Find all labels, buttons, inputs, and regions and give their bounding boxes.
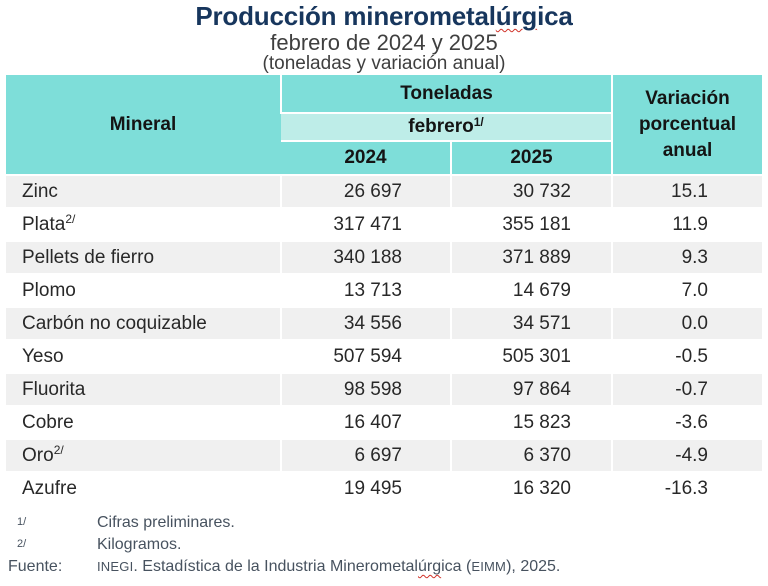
footnote-2: 2/ Kilogramos. bbox=[6, 534, 762, 556]
mineral-cell: Plomo bbox=[6, 274, 281, 308]
units-note: (toneladas y variación anual) bbox=[262, 53, 506, 74]
value-2024-cell: 507 594 bbox=[280, 340, 451, 374]
mineral-cell: Fluorita bbox=[6, 373, 281, 407]
header-row-3: 2024 2025 bbox=[6, 141, 762, 176]
table-row: Cobre 16 407 15 823 -3.6 bbox=[6, 406, 762, 440]
subtitle: febrero de 2024 y 2025 bbox=[270, 30, 498, 55]
table-header: Mineral Toneladas Variación porcentual a… bbox=[6, 75, 762, 176]
value-2024-cell: 6 697 bbox=[280, 439, 451, 473]
value-2025-cell: 371 889 bbox=[450, 241, 612, 275]
value-2025-cell: 30 732 bbox=[450, 175, 612, 209]
table-row: Oro2/6 697 6 370 -4.9 bbox=[6, 439, 762, 473]
table-row: Zinc 26 697 30 732 15.1 bbox=[6, 175, 762, 209]
value-2024-cell: 340 188 bbox=[280, 241, 451, 275]
col-header-mineral: Mineral bbox=[6, 75, 281, 176]
mineral-cell: Carbón no coquizable bbox=[6, 307, 281, 341]
page-title: Producción minerometalúrgica bbox=[6, 3, 762, 30]
mineral-cell: Zinc bbox=[6, 175, 281, 209]
value-2024-cell: 19 495 bbox=[280, 472, 451, 506]
source-text-tail: ), 2025. bbox=[506, 558, 561, 575]
value-2024-cell: 13 713 bbox=[280, 274, 451, 308]
footnote-1: 1/ Cifras preliminares. bbox=[6, 512, 762, 534]
mineral-cell: Cobre bbox=[6, 406, 281, 440]
header-row-2: febrero1/ bbox=[6, 113, 762, 142]
mineral-cell: Plata2/ bbox=[6, 208, 281, 242]
source-text-mid: . Estadística de la Industria Minerometa… bbox=[133, 558, 418, 575]
value-2025-cell: 34 571 bbox=[450, 307, 612, 341]
value-2025-cell: 6 370 bbox=[450, 439, 612, 473]
footnote-marker-1: 1/ bbox=[17, 516, 27, 528]
mineral-cell: Pellets de fierro bbox=[6, 241, 281, 275]
title-misspelled-segment: úrg bbox=[495, 1, 538, 31]
footnote-ref-1: 1/ bbox=[473, 114, 484, 129]
table-row: Pellets de fierro 340 188 371 889 9.3 bbox=[6, 241, 762, 275]
value-2025-cell: 355 181 bbox=[450, 208, 612, 242]
source-misspelled-segment: úrg bbox=[417, 558, 442, 575]
table-body: Zinc 26 697 30 732 15.1 Plata2/317 471 355 18… bbox=[6, 175, 762, 506]
value-2024-cell: 98 598 bbox=[280, 373, 451, 407]
mineral-cell: Yeso bbox=[6, 340, 281, 374]
table-row: Plata2/317 471 355 181 11.9 bbox=[6, 208, 762, 242]
inegi-acronym: INEGI bbox=[97, 559, 134, 574]
col-header-2024: 2024 bbox=[281, 141, 451, 176]
variation-cell: 15.1 bbox=[611, 175, 762, 209]
footnote-text-1: Cifras preliminares. bbox=[97, 514, 235, 531]
value-2025-cell: 505 301 bbox=[450, 340, 612, 374]
footnote-ref-2: 2/ bbox=[53, 443, 64, 458]
value-2025-cell: 15 823 bbox=[450, 406, 612, 440]
footnote-ref-2: 2/ bbox=[65, 212, 76, 227]
variation-cell: 7.0 bbox=[611, 274, 762, 308]
mineral-cell: Azufre bbox=[6, 472, 281, 506]
source-line: Fuente: INEGI. Estadística de la Industr… bbox=[6, 556, 762, 578]
header-row-1: Mineral Toneladas Variación porcentual a… bbox=[6, 75, 762, 176]
value-2025-cell: 16 320 bbox=[450, 472, 612, 506]
col-header-toneladas: Toneladas bbox=[280, 75, 612, 114]
mineral-cell: Oro2/ bbox=[6, 439, 281, 473]
table-row: Azufre 19 495 16 320 -16.3 bbox=[6, 472, 762, 506]
col-header-febrero: febrero1/ bbox=[281, 113, 612, 142]
value-2025-cell: 97 864 bbox=[450, 373, 612, 407]
variation-cell: -3.6 bbox=[611, 406, 762, 440]
variation-cell: -4.9 bbox=[611, 439, 762, 473]
variation-cell: -0.5 bbox=[611, 340, 762, 374]
table-row: Yeso 507 594 505 301 -0.5 bbox=[6, 340, 762, 374]
value-2025-cell: 14 679 bbox=[450, 274, 612, 308]
col-header-2025: 2025 bbox=[450, 141, 612, 176]
source-text: INEGI. Estadística de la Industria Miner… bbox=[97, 556, 560, 578]
production-table: Mineral Toneladas Variación porcentual a… bbox=[6, 75, 762, 506]
value-2024-cell: 16 407 bbox=[280, 406, 451, 440]
variation-cell: 9.3 bbox=[611, 241, 762, 275]
title-text: Producción minerometal bbox=[195, 1, 496, 31]
footnotes: 1/ Cifras preliminares. 2/ Kilogramos. F… bbox=[6, 512, 762, 578]
table-row: Plomo 13 713 14 679 7.0 bbox=[6, 274, 762, 308]
col-header-variacion: Variación porcentual anual bbox=[611, 75, 762, 176]
variation-cell: 11.9 bbox=[611, 208, 762, 242]
value-2024-cell: 26 697 bbox=[280, 175, 451, 209]
value-2024-cell: 34 556 bbox=[280, 307, 451, 341]
source-label: Fuente: bbox=[8, 558, 63, 575]
variation-cell: 0.0 bbox=[611, 307, 762, 341]
title-text-tail: ica bbox=[537, 1, 573, 31]
footnote-text-2: Kilogramos. bbox=[97, 536, 182, 553]
footnote-marker-2: 2/ bbox=[17, 538, 27, 550]
eimm-acronym: EIMM bbox=[471, 559, 507, 574]
value-2024-cell: 317 471 bbox=[280, 208, 451, 242]
table-row: Fluorita 98 598 97 864 -0.7 bbox=[6, 373, 762, 407]
variation-cell: -0.7 bbox=[611, 373, 762, 407]
table-row: Carbón no coquizable 34 556 34 571 0.0 bbox=[6, 307, 762, 341]
variation-cell: -16.3 bbox=[611, 472, 762, 506]
source-text-after: ica ( bbox=[441, 558, 472, 575]
febrero-label: febrero bbox=[408, 116, 474, 137]
